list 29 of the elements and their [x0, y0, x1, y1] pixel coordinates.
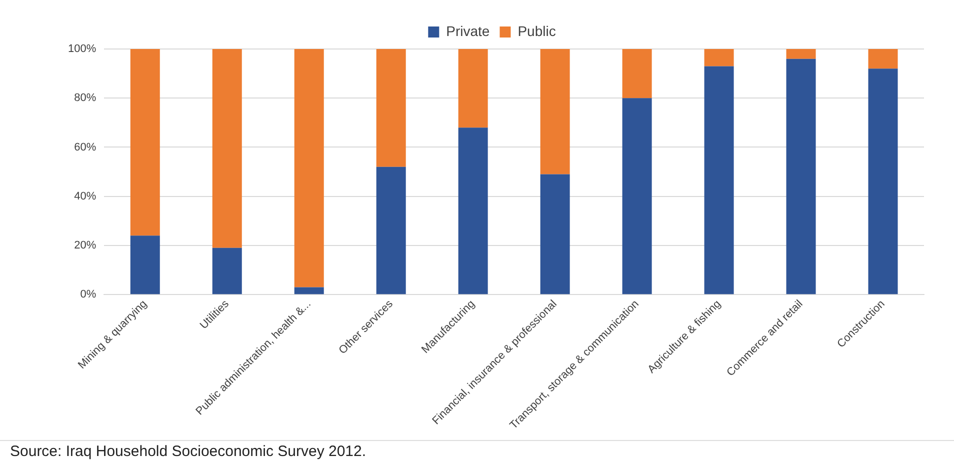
bar [294, 287, 324, 294]
y-tick-label: 20% [74, 240, 96, 252]
bar [868, 68, 898, 294]
bar [786, 49, 816, 59]
bar [540, 49, 570, 174]
bar [212, 248, 242, 294]
bar [376, 166, 406, 294]
bar [540, 174, 570, 294]
bar [212, 49, 242, 248]
bar [868, 49, 898, 69]
y-tick-label: 100% [68, 43, 96, 56]
legend-label: Private [446, 22, 490, 39]
bar [622, 49, 652, 98]
bar [294, 49, 324, 288]
bar [786, 58, 816, 294]
bar [376, 49, 406, 167]
bar [458, 128, 488, 294]
legend-label: Public [518, 22, 556, 39]
bar [704, 49, 734, 66]
bar [704, 66, 734, 294]
y-tick-label: 60% [74, 141, 96, 154]
bar [622, 98, 652, 294]
y-tick-label: 0% [80, 288, 96, 301]
bar [130, 49, 160, 236]
bar [458, 49, 488, 128]
source-note: Source: Iraq Household Socioeconomic Survey 2012. [10, 443, 368, 460]
bar [130, 236, 160, 294]
y-tick-label: 40% [74, 190, 96, 202]
y-tick-label: 80% [74, 92, 96, 104]
